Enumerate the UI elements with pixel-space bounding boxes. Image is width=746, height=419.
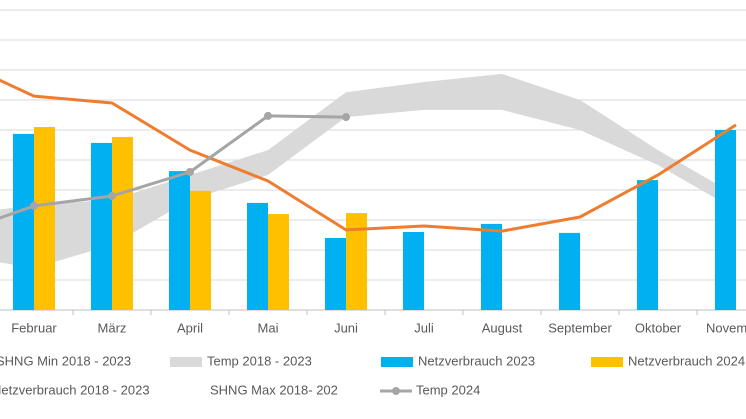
x-tick-label: Februar — [11, 320, 57, 335]
x-tick-label: September — [548, 320, 612, 335]
bar — [13, 133, 34, 310]
bar — [559, 232, 580, 310]
bar — [325, 238, 346, 310]
legend-label: SHNG Max 2018- 202 — [210, 382, 338, 397]
legend-swatch — [591, 357, 623, 367]
x-tick-label: November — [706, 320, 746, 335]
marker — [342, 113, 350, 122]
bar — [268, 214, 289, 310]
legend-label: Temp 2024 — [416, 382, 480, 397]
temp-band — [0, 73, 736, 268]
marker — [108, 192, 116, 200]
bar — [34, 127, 55, 310]
bar — [715, 130, 736, 310]
marker — [264, 111, 272, 120]
line — [0, 114, 347, 220]
x-tick-label: März — [98, 320, 127, 335]
x-tick-label: Mai — [258, 320, 279, 335]
bar — [403, 232, 424, 310]
x-tick-label: Juli — [414, 320, 434, 335]
legend-label: Temp 2018 - 2023 — [207, 353, 312, 368]
legend-label: Netzverbrauch 2024 — [628, 353, 745, 368]
bar — [346, 213, 367, 310]
bar — [247, 202, 268, 310]
marker — [186, 168, 194, 176]
legend-swatch — [170, 357, 202, 367]
bar — [481, 223, 502, 310]
marker — [30, 201, 38, 210]
bar — [91, 142, 112, 310]
legend-label: SHNG Min 2018 - 2023 — [0, 353, 131, 368]
x-tick-label: August — [482, 320, 523, 335]
legend-swatch — [392, 387, 400, 395]
bar — [190, 190, 211, 310]
bar — [112, 136, 133, 310]
bar — [637, 180, 658, 310]
legend-label: Netzverbrauch 2018 - 2023 — [0, 382, 150, 397]
line — [0, 78, 737, 233]
legend-label: Netzverbrauch 2023 — [418, 353, 535, 368]
x-tick-label: Juni — [334, 320, 358, 335]
legend-swatch — [381, 357, 413, 367]
bar — [169, 171, 190, 310]
x-tick-label: April — [177, 320, 203, 335]
x-tick-label: Oktober — [635, 320, 682, 335]
